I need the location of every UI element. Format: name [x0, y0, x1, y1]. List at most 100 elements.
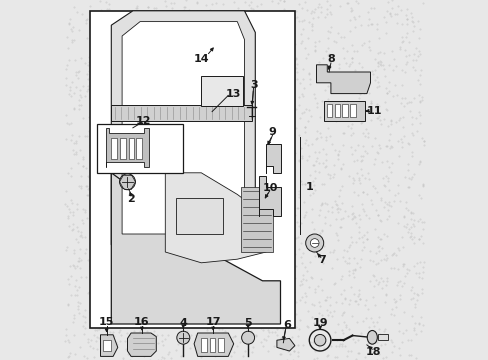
Point: [291, 125, 299, 130]
Point: [262, 337, 269, 343]
Point: [408, 19, 416, 25]
Point: [281, 255, 288, 261]
Point: [265, 120, 273, 125]
Point: [104, 95, 112, 101]
Point: [237, 70, 245, 76]
Point: [150, 128, 158, 134]
Point: [315, 252, 323, 257]
Point: [306, 172, 314, 178]
Point: [208, 64, 216, 69]
Point: [401, 225, 408, 230]
Point: [332, 337, 340, 343]
Point: [64, 337, 72, 343]
Point: [163, 250, 171, 256]
Point: [92, 77, 100, 83]
Point: [103, 314, 111, 320]
Point: [386, 144, 394, 149]
Point: [400, 223, 407, 229]
Point: [266, 58, 274, 64]
Point: [310, 6, 318, 12]
Point: [295, 158, 303, 164]
Point: [376, 218, 384, 224]
Point: [84, 68, 92, 73]
Point: [154, 243, 162, 249]
Polygon shape: [258, 176, 280, 216]
Point: [231, 333, 239, 338]
Point: [414, 237, 422, 242]
Point: [317, 227, 325, 233]
Point: [201, 248, 209, 254]
Point: [358, 318, 366, 324]
Point: [233, 21, 241, 27]
Point: [351, 298, 359, 304]
Point: [97, 7, 105, 13]
Point: [112, 67, 120, 73]
Point: [407, 296, 414, 302]
Point: [224, 341, 231, 347]
Point: [273, 209, 281, 215]
Point: [381, 252, 389, 258]
Point: [149, 209, 157, 215]
Point: [146, 143, 154, 148]
Point: [236, 278, 244, 283]
Point: [343, 48, 350, 54]
Point: [242, 40, 250, 46]
Point: [366, 117, 374, 123]
Point: [70, 140, 78, 145]
Point: [379, 256, 387, 262]
Point: [252, 312, 260, 318]
Text: 14: 14: [193, 54, 209, 64]
Point: [256, 100, 264, 105]
Point: [197, 284, 205, 290]
Point: [298, 111, 305, 116]
Point: [398, 262, 406, 267]
Point: [159, 342, 167, 348]
Point: [255, 111, 263, 117]
Point: [82, 246, 90, 252]
Point: [252, 287, 260, 293]
Point: [329, 79, 337, 85]
Point: [149, 240, 157, 246]
Point: [372, 333, 380, 338]
Point: [297, 260, 305, 266]
Point: [69, 226, 77, 232]
Point: [360, 355, 368, 360]
Point: [286, 267, 294, 273]
Point: [264, 333, 271, 338]
Point: [214, 133, 222, 139]
Point: [362, 212, 369, 218]
Point: [417, 287, 425, 292]
Point: [285, 262, 293, 268]
Point: [418, 226, 426, 232]
Bar: [111, 138, 117, 159]
Point: [347, 55, 355, 61]
Point: [126, 147, 134, 153]
Point: [382, 233, 390, 239]
Point: [89, 303, 97, 309]
Point: [249, 6, 257, 12]
Point: [376, 217, 384, 223]
Point: [68, 79, 76, 85]
Point: [318, 312, 325, 318]
Point: [273, 0, 281, 6]
Point: [219, 115, 227, 121]
Point: [208, 77, 216, 83]
Point: [73, 9, 81, 15]
Point: [371, 277, 379, 283]
Point: [306, 192, 314, 198]
Point: [218, 155, 225, 161]
Point: [335, 224, 343, 230]
Point: [70, 250, 78, 256]
Point: [377, 343, 385, 348]
Point: [113, 288, 121, 294]
Point: [370, 323, 378, 329]
Point: [187, 332, 195, 338]
Point: [202, 186, 209, 192]
Point: [149, 111, 157, 117]
Point: [216, 75, 224, 81]
Point: [400, 174, 408, 180]
Point: [273, 266, 281, 272]
Point: [258, 314, 266, 320]
Point: [396, 136, 404, 142]
Point: [81, 325, 89, 330]
